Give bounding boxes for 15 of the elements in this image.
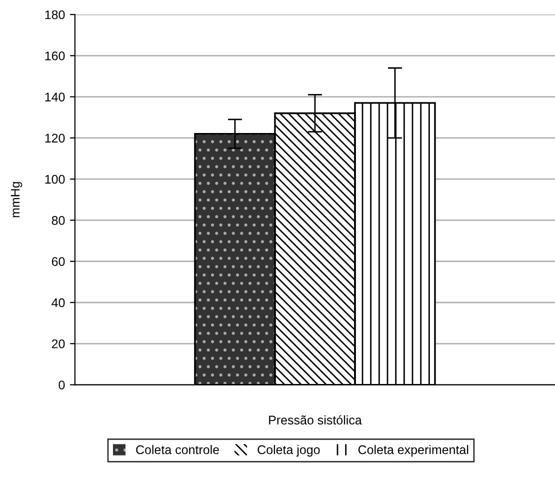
- y-tick-label: 60: [52, 257, 65, 266]
- legend-label: Coleta controle: [136, 444, 219, 454]
- y-tick-label: 80: [52, 216, 65, 225]
- x-tick-label: Pressão sistólica: [269, 415, 362, 425]
- y-tick-label: 40: [52, 298, 65, 308]
- y-tick-label: 160: [45, 51, 65, 60]
- y-tick-label: 0: [58, 380, 65, 390]
- y-tick-label: 180: [45, 10, 65, 20]
- y-tick-label: 120: [45, 134, 65, 143]
- y-tick-label: 20: [52, 339, 65, 348]
- y-tick-label: 100: [45, 174, 65, 184]
- legend-label: Coleta jogo: [258, 444, 320, 457]
- y-tick-label: 140: [45, 92, 65, 102]
- legend-label: Coleta experimental: [358, 444, 468, 457]
- y-axis-title: mmHg: [10, 182, 22, 218]
